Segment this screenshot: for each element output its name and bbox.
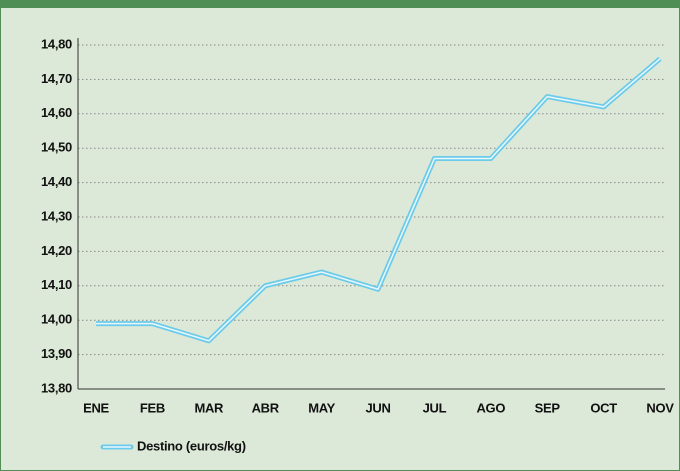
x-tick-label: FEB — [140, 400, 165, 415]
y-tick-label: 14,70 — [41, 71, 72, 86]
line-highlight — [96, 58, 661, 342]
x-tick-label: OCT — [590, 400, 617, 415]
x-tick-label: NOV — [646, 400, 674, 415]
y-tick-label: 14,30 — [41, 208, 72, 223]
y-tick-label: 14,10 — [41, 277, 72, 292]
x-tick-label: ENE — [83, 400, 109, 415]
x-tick-label: JUL — [423, 400, 447, 415]
y-tick-label: 13,80 — [41, 380, 72, 395]
y-tick-label: 14,20 — [41, 243, 72, 258]
x-tick-label: SEP — [535, 400, 561, 415]
x-tick-label: MAY — [308, 400, 335, 415]
y-tick-label: 14,50 — [41, 140, 72, 155]
y-tick-label: 14,80 — [41, 36, 72, 51]
y-tick-label: 13,90 — [41, 346, 72, 361]
x-tick-label: JUN — [365, 400, 390, 415]
x-tick-label: AGO — [476, 400, 505, 415]
y-tick-label: 14,40 — [41, 174, 72, 189]
y-tick-label: 14,00 — [41, 312, 72, 327]
y-tick-label: 14,60 — [41, 105, 72, 120]
x-tick-label: MAR — [194, 400, 224, 415]
top-bar — [0, 0, 680, 8]
x-tick-label: ABR — [252, 400, 280, 415]
legend-label: Destino (euros/kg) — [137, 438, 246, 453]
